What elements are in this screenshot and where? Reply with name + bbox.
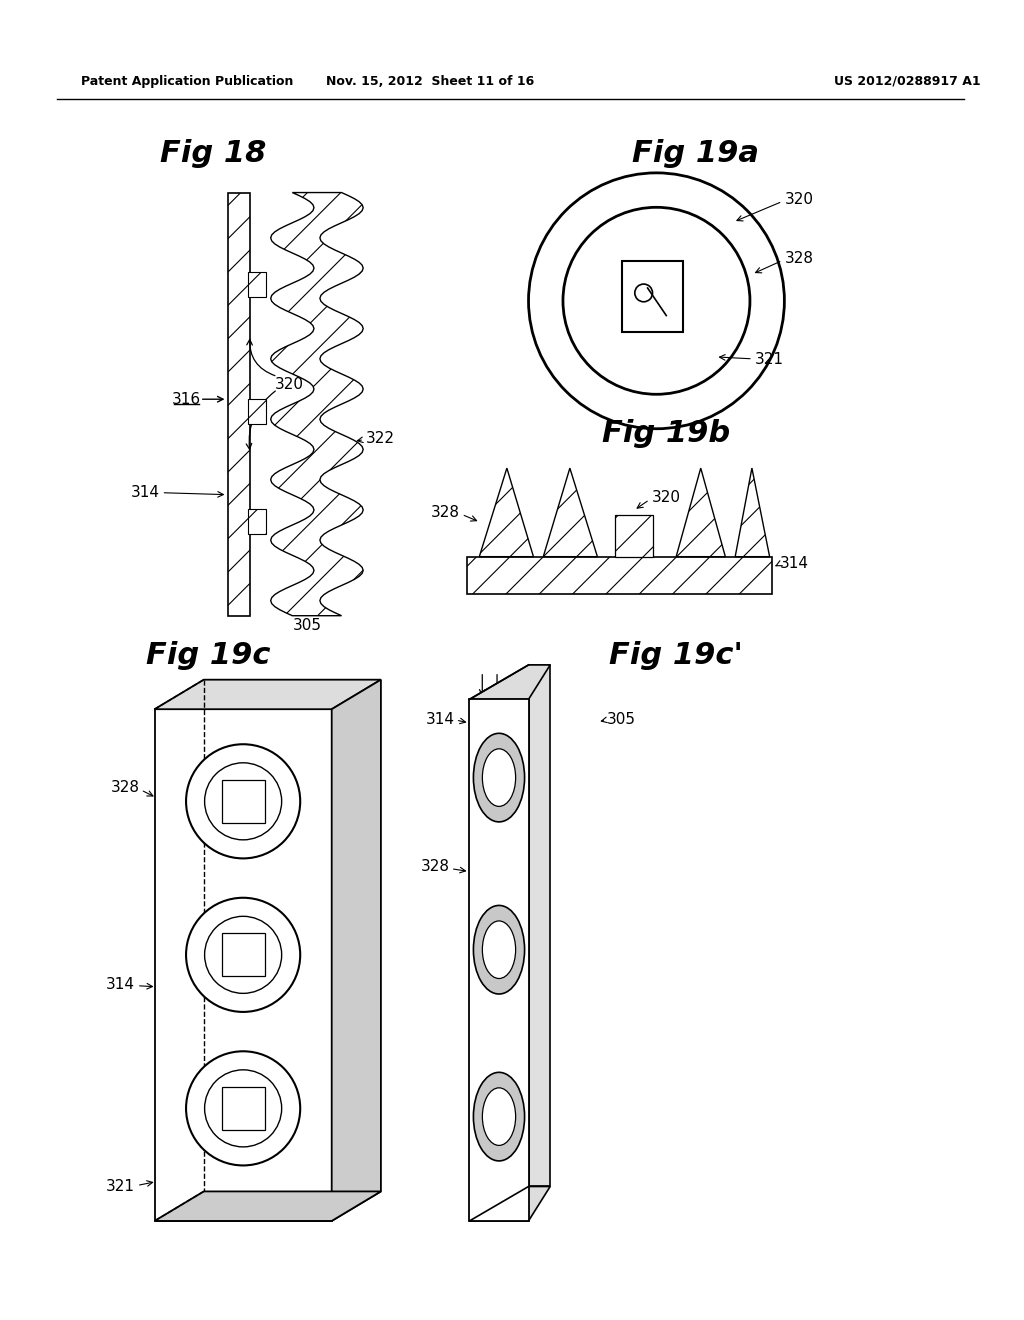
- Polygon shape: [469, 1187, 550, 1221]
- Text: 314: 314: [130, 486, 160, 500]
- Text: Fig 18: Fig 18: [161, 139, 267, 168]
- Polygon shape: [228, 193, 250, 615]
- Ellipse shape: [186, 744, 300, 858]
- Text: Fig 19c: Fig 19c: [146, 640, 271, 669]
- Polygon shape: [248, 399, 266, 425]
- Polygon shape: [332, 680, 381, 1221]
- Text: 305: 305: [607, 711, 636, 726]
- Ellipse shape: [482, 748, 516, 807]
- Bar: [222, 933, 264, 977]
- Ellipse shape: [205, 763, 282, 840]
- Ellipse shape: [186, 1051, 300, 1166]
- Text: Nov. 15, 2012  Sheet 11 of 16: Nov. 15, 2012 Sheet 11 of 16: [326, 75, 535, 88]
- Polygon shape: [248, 508, 266, 535]
- Polygon shape: [248, 272, 266, 297]
- Bar: [222, 780, 264, 822]
- Text: 314: 314: [779, 556, 809, 572]
- Text: 305: 305: [292, 618, 322, 634]
- Ellipse shape: [205, 916, 282, 994]
- Bar: [622, 261, 683, 333]
- Polygon shape: [544, 469, 597, 557]
- Polygon shape: [469, 665, 550, 700]
- Polygon shape: [270, 193, 364, 615]
- Text: 320: 320: [651, 490, 681, 506]
- Polygon shape: [615, 515, 652, 557]
- Polygon shape: [528, 665, 550, 1187]
- Polygon shape: [155, 680, 381, 709]
- Text: 328: 328: [421, 859, 450, 874]
- Bar: [222, 1086, 264, 1130]
- Text: 328: 328: [784, 251, 813, 267]
- Ellipse shape: [205, 1069, 282, 1147]
- Polygon shape: [479, 469, 534, 557]
- Text: 314: 314: [105, 977, 135, 993]
- Text: 328: 328: [111, 780, 140, 796]
- Ellipse shape: [482, 921, 516, 978]
- Text: Fig 19b: Fig 19b: [602, 420, 730, 449]
- Ellipse shape: [473, 734, 524, 822]
- Text: 320: 320: [342, 791, 371, 805]
- Text: 316: 316: [171, 392, 201, 407]
- Text: 321: 321: [105, 1179, 135, 1195]
- Text: 314: 314: [426, 711, 455, 726]
- Polygon shape: [676, 469, 725, 557]
- Text: Fig 19a: Fig 19a: [632, 139, 760, 168]
- Text: Patent Application Publication: Patent Application Publication: [81, 75, 293, 88]
- Text: 322: 322: [367, 432, 395, 446]
- Ellipse shape: [482, 1088, 516, 1146]
- Text: 305: 305: [342, 686, 371, 702]
- Polygon shape: [155, 1192, 381, 1221]
- Polygon shape: [469, 700, 528, 1221]
- Ellipse shape: [473, 1072, 524, 1160]
- Text: 328: 328: [431, 504, 460, 520]
- Text: US 2012/0288917 A1: US 2012/0288917 A1: [834, 75, 980, 88]
- Text: 320: 320: [274, 378, 304, 392]
- Ellipse shape: [186, 898, 300, 1012]
- Text: 321: 321: [755, 352, 783, 367]
- Text: Fig 19c': Fig 19c': [609, 640, 743, 669]
- Polygon shape: [467, 557, 772, 594]
- Ellipse shape: [473, 906, 524, 994]
- Text: 320: 320: [784, 191, 813, 207]
- Polygon shape: [155, 709, 332, 1221]
- Polygon shape: [735, 469, 770, 557]
